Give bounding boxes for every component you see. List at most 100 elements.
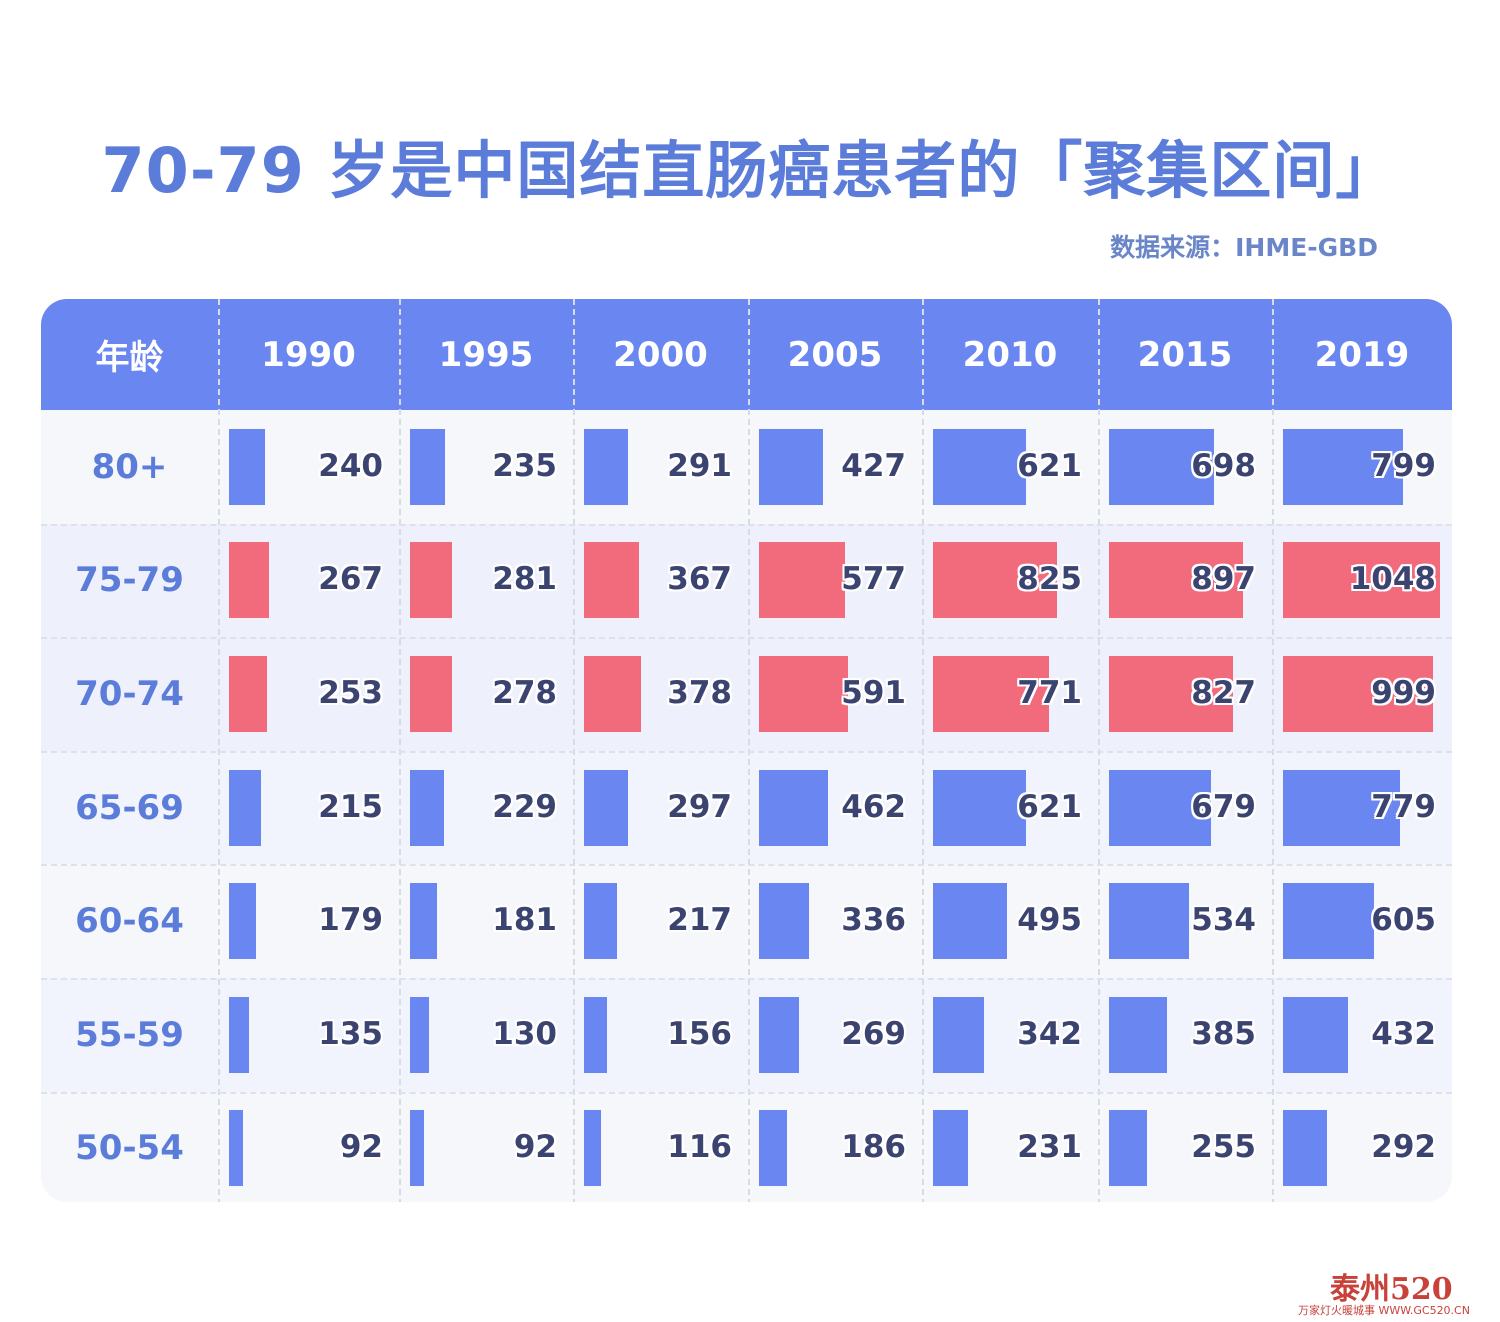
value-bar — [584, 996, 608, 1073]
value-bar — [584, 1110, 602, 1187]
table-cell: 534 — [1098, 864, 1272, 978]
column-divider — [218, 299, 220, 1202]
column-divider — [573, 299, 575, 1202]
table-row: 80+ 240 235 291 427 621 698 799 — [41, 410, 1452, 524]
header-year-2019: 2019 — [1314, 334, 1410, 375]
table-cell: 378 — [573, 637, 748, 751]
data-label: 825 — [1017, 561, 1082, 598]
table-cell: 827 — [1098, 637, 1272, 751]
data-label: 621 — [1017, 447, 1082, 484]
value-bar — [1283, 655, 1433, 732]
value-bar — [1283, 769, 1400, 846]
value-bar — [410, 769, 445, 846]
data-label: 1048 — [1349, 561, 1436, 598]
header-year-2005: 2005 — [787, 334, 883, 375]
data-label: 342 — [1017, 1015, 1082, 1052]
data-label: 591 — [841, 674, 906, 711]
value-bar — [1109, 542, 1244, 619]
value-bar — [410, 655, 452, 732]
data-label: 605 — [1371, 902, 1436, 939]
table-cell: 269 — [748, 978, 922, 1092]
value-bar — [229, 769, 262, 846]
table-cell: 231 — [922, 1092, 1098, 1202]
table-row: 75-79 267 281 367 577 825 897 1048 — [41, 523, 1452, 638]
data-label: 378 — [667, 674, 732, 711]
data-label: 897 — [1191, 561, 1256, 598]
header-year-2000: 2000 — [613, 334, 708, 375]
value-bar — [933, 996, 985, 1073]
header-year-1990: 1990 — [261, 334, 356, 375]
table-cell: 698 — [1098, 410, 1272, 524]
value-bar — [759, 542, 846, 619]
table-cell: 799 — [1272, 410, 1452, 524]
value-bar — [1283, 996, 1348, 1073]
table-cell: 367 — [573, 524, 748, 638]
data-label: 698 — [1191, 447, 1256, 484]
table-cell: 291 — [573, 410, 748, 524]
value-bar — [933, 428, 1027, 505]
row-label-60-64: 60-64 — [75, 901, 184, 942]
value-bar — [933, 1110, 968, 1187]
value-bar — [933, 655, 1049, 732]
data-label: 827 — [1191, 674, 1256, 711]
data-label: 116 — [667, 1129, 732, 1166]
value-bar — [229, 1110, 243, 1187]
value-bar — [759, 996, 800, 1073]
watermark-logo: 泰州520 — [1330, 1272, 1453, 1307]
data-label: 135 — [318, 1015, 383, 1052]
table-cell: 255 — [1098, 1092, 1272, 1202]
data-label: 577 — [841, 561, 906, 598]
table-cell: 116 — [573, 1092, 748, 1202]
watermark-subtitle: 万家灯火暖城事 WWW.GC520.CN — [1298, 1304, 1470, 1317]
value-bar — [410, 996, 430, 1073]
data-label: 92 — [339, 1129, 383, 1166]
column-divider — [748, 299, 750, 1202]
data-label: 534 — [1191, 902, 1256, 939]
value-bar — [759, 883, 810, 960]
table-cell: 135 — [218, 978, 399, 1092]
value-bar — [410, 428, 446, 505]
column-divider — [1272, 299, 1274, 1202]
data-label: 231 — [1017, 1129, 1082, 1166]
data-label: 278 — [492, 674, 557, 711]
value-bar — [410, 542, 453, 619]
row-divider — [41, 750, 1452, 753]
data-label: 462 — [841, 788, 906, 825]
data-label: 179 — [318, 902, 383, 939]
table-cell: 130 — [399, 978, 573, 1092]
data-label: 385 — [1191, 1015, 1256, 1052]
data-label: 215 — [318, 788, 383, 825]
header-age-label: 年龄 — [95, 338, 164, 378]
table-cell: 605 — [1272, 864, 1452, 978]
data-label: 253 — [318, 674, 383, 711]
data-label: 229 — [492, 788, 557, 825]
table-cell: 278 — [399, 637, 573, 751]
table-cell: 240 — [218, 410, 399, 524]
value-bar — [229, 996, 250, 1073]
row-label-80+: 80+ — [91, 446, 168, 487]
value-bar — [584, 655, 641, 732]
table-cell: 432 — [1272, 978, 1452, 1092]
table-cell: 281 — [399, 524, 573, 638]
table-cell: 217 — [573, 864, 748, 978]
data-label: 130 — [492, 1015, 557, 1052]
value-bar — [933, 769, 1027, 846]
data-label: 292 — [1371, 1129, 1436, 1166]
header-year-2010: 2010 — [962, 334, 1058, 375]
value-bar — [1109, 996, 1167, 1073]
table-cell: 385 — [1098, 978, 1272, 1092]
table-cell: 999 — [1272, 637, 1452, 751]
table-cell: 679 — [1098, 751, 1272, 865]
table-cell: 186 — [748, 1092, 922, 1202]
data-label: 281 — [492, 561, 557, 598]
data-label: 297 — [667, 788, 732, 825]
data-label: 999 — [1371, 674, 1436, 711]
table-row: 55-59 135 130 156 269 342 385 432 — [41, 978, 1452, 1092]
row-divider — [41, 637, 1452, 640]
table-row: 65-69 215 229 297 462 621 679 779 — [41, 750, 1452, 865]
data-label: 92 — [513, 1129, 557, 1166]
table-cell: 156 — [573, 978, 748, 1092]
data-label: 427 — [841, 447, 906, 484]
value-bar — [759, 428, 823, 505]
data-label: 679 — [1191, 788, 1256, 825]
